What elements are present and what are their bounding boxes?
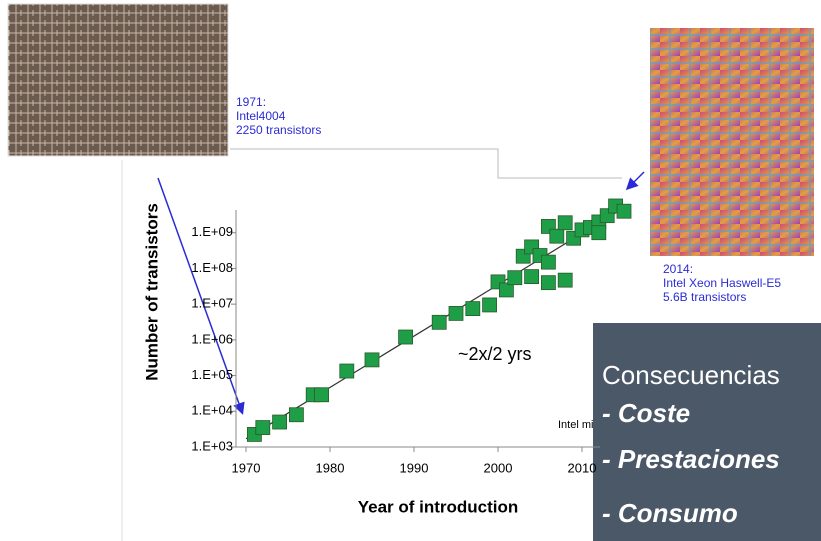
x-tick-label: 2010 bbox=[568, 460, 597, 475]
y-tick-label: 1.E+06 bbox=[191, 331, 233, 346]
point bbox=[365, 353, 379, 367]
connector bbox=[230, 149, 622, 178]
y-tick-label: 1.E+07 bbox=[191, 296, 233, 311]
point bbox=[558, 216, 572, 230]
point bbox=[449, 306, 463, 320]
x-tick-label: 1970 bbox=[232, 460, 261, 475]
x-tick-label: 1980 bbox=[316, 460, 345, 475]
annotation: 5.6B transistors bbox=[663, 290, 746, 304]
arrow bbox=[628, 172, 644, 188]
y-axis-title: Number of transistors bbox=[142, 203, 161, 381]
y-tick-label: 1.E+08 bbox=[191, 260, 233, 275]
point bbox=[315, 388, 329, 402]
chip-photo-haswell bbox=[650, 28, 814, 256]
slide: Intel microprocessors Number of transist… bbox=[0, 0, 821, 541]
annotation: 1971: bbox=[236, 95, 266, 109]
callout-item: - Prestaciones bbox=[602, 444, 780, 474]
point bbox=[617, 204, 631, 218]
x-tick-label: 1990 bbox=[400, 460, 429, 475]
callout-item: - Coste bbox=[602, 398, 690, 428]
annotation: Intel Xeon Haswell-E5 bbox=[663, 276, 781, 290]
point bbox=[399, 330, 413, 344]
point bbox=[466, 302, 480, 316]
point bbox=[541, 255, 555, 269]
point bbox=[525, 270, 539, 284]
y-tick-label: 1.E+09 bbox=[191, 224, 233, 239]
y-tick-label: 1.E+03 bbox=[191, 438, 233, 453]
annotation: Intel4004 bbox=[236, 109, 286, 123]
point bbox=[256, 421, 270, 435]
chip-photo-4004 bbox=[8, 4, 228, 156]
callout: Consecuencias - Coste - Prestaciones - Con… bbox=[593, 323, 821, 541]
point bbox=[289, 408, 303, 422]
annotation: 2250 transistors bbox=[236, 123, 321, 137]
x-axis-title: Year of introduction bbox=[358, 497, 519, 516]
x-tick-label: 2000 bbox=[484, 460, 513, 475]
point bbox=[483, 298, 497, 312]
point bbox=[558, 273, 572, 287]
point bbox=[432, 315, 446, 329]
trend-label: ~2x/2 yrs bbox=[458, 344, 532, 364]
callout-title: Consecuencias bbox=[602, 360, 780, 390]
point bbox=[541, 276, 555, 290]
point bbox=[340, 364, 354, 378]
point bbox=[273, 415, 287, 429]
point bbox=[508, 271, 522, 285]
y-tick-label: 1.E+05 bbox=[191, 367, 233, 382]
y-tick-label: 1.E+04 bbox=[191, 403, 233, 418]
point bbox=[550, 229, 564, 243]
annotation: 2014: bbox=[663, 262, 693, 276]
point bbox=[592, 226, 606, 240]
callout-item: - Consumo bbox=[602, 498, 738, 528]
